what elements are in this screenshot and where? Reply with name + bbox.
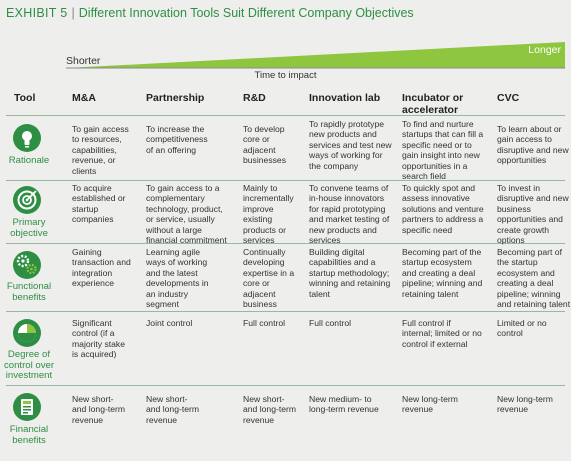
time-to-impact-label: Time to impact <box>254 70 317 81</box>
cell-control-partnership: Joint control <box>146 318 193 328</box>
cell-objective-rd: Mainly to incrementally improve existing… <box>243 183 294 246</box>
time-wedge <box>66 42 565 69</box>
row-label-rationale: Rationale <box>8 155 50 166</box>
column-header-partnership: Partnership <box>146 92 205 104</box>
row-divider <box>6 180 565 181</box>
cell-control-cvc: Limited or no control <box>497 318 547 339</box>
column-header-rd: R&D <box>243 92 266 104</box>
title-separator: | <box>71 6 75 20</box>
row-label-functional-benefits: Functional benefits <box>6 281 52 303</box>
row-divider <box>6 311 565 312</box>
cell-control-ma: Significant control (if a majority stake… <box>72 318 126 360</box>
column-header-ma: M&A <box>72 92 96 104</box>
longer-label: Longer <box>528 44 561 56</box>
pie-chart-icon <box>13 319 41 347</box>
exhibit-title: EXHIBIT 5 | Different Innovation Tools Sui… <box>6 6 414 20</box>
row-divider <box>6 385 565 386</box>
cell-functional-incubator: Becoming part of the startup ecosystem a… <box>402 247 483 299</box>
column-header-innovation-lab: Innovation lab <box>309 92 381 104</box>
cell-rationale-rd: To develop core or adjacent businesses <box>243 124 286 166</box>
row-label-degree-of-control: Degree of control over investment <box>3 349 55 381</box>
column-header-cvc: CVC <box>497 92 520 104</box>
cell-financial-rd: New short- and long-term revenue <box>243 394 297 425</box>
cell-objective-partnership: To gain access to a complementary techno… <box>146 183 227 246</box>
time-to-impact-bar: Shorter Longer Time to impact <box>0 36 571 84</box>
time-wedge-shape <box>66 42 565 68</box>
cell-functional-ma: Gaining transaction and integration expe… <box>72 247 131 289</box>
cell-financial-ma: New short- and long-term revenue <box>72 394 126 425</box>
column-header-tool: Tool <box>14 92 36 104</box>
cell-control-innovation-lab: Full control <box>309 318 352 328</box>
cell-rationale-cvc: To learn about or gain access to disrupt… <box>497 124 569 166</box>
cell-functional-partnership: Learning agile ways of working and the l… <box>146 247 209 310</box>
row-divider <box>6 243 565 244</box>
cell-financial-incubator: New long-term revenue <box>402 394 458 415</box>
cell-control-rd: Full control <box>243 318 286 328</box>
shorter-label: Shorter <box>66 55 101 67</box>
cell-functional-rd: Continually developing expertise in a co… <box>243 247 295 310</box>
money-icon <box>13 393 41 421</box>
cell-objective-ma: To acquire established or startup compan… <box>72 183 126 225</box>
cell-objective-innovation-lab: To convene teams of in-house innovators … <box>309 183 390 246</box>
cell-rationale-partnership: To increase the competitiveness of an of… <box>146 124 208 155</box>
row-divider <box>6 115 565 116</box>
cell-financial-cvc: New long-term revenue <box>497 394 553 415</box>
cell-functional-cvc: Becoming part of the startup ecosystem a… <box>497 247 571 310</box>
cell-functional-innovation-lab: Building digital capabilities and a star… <box>309 247 391 299</box>
lightbulb-icon <box>13 124 41 152</box>
cell-rationale-incubator: To find and nurture startups that can fi… <box>402 119 484 182</box>
cell-rationale-ma: To gain access to resources, capabilitie… <box>72 124 129 176</box>
exhibit-label: EXHIBIT 5 <box>6 6 68 20</box>
cell-financial-innovation-lab: New medium- to long-term revenue <box>309 394 379 415</box>
cell-financial-partnership: New short- and long-term revenue <box>146 394 200 425</box>
exhibit-heading: Different Innovation Tools Suit Differen… <box>78 6 414 20</box>
column-header-incubator: Incubator or accelerator <box>402 92 464 116</box>
cell-rationale-innovation-lab: To rapidly prototype new products and se… <box>309 119 392 171</box>
cell-objective-incubator: To quickly spot and assess innovative so… <box>402 183 484 235</box>
row-label-primary-objective: Primary objective <box>10 217 48 239</box>
cell-objective-cvc: To invest in disruptive and new business… <box>497 183 569 246</box>
gears-icon <box>13 251 41 279</box>
row-label-financial-benefits: Financial benefits <box>9 424 49 446</box>
target-icon <box>13 186 41 214</box>
cell-control-incubator: Full control if internal; limited or no … <box>402 318 482 349</box>
